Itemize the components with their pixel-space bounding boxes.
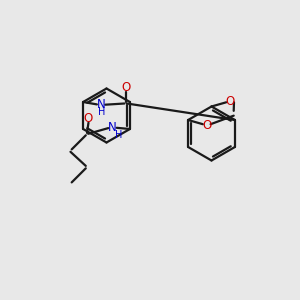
Text: N: N [97,98,106,112]
Text: O: O [226,94,235,108]
Text: H: H [98,107,105,117]
Text: O: O [202,119,211,132]
Text: O: O [84,112,93,125]
Text: H: H [116,130,123,140]
Text: N: N [108,121,117,134]
Text: O: O [121,81,130,94]
